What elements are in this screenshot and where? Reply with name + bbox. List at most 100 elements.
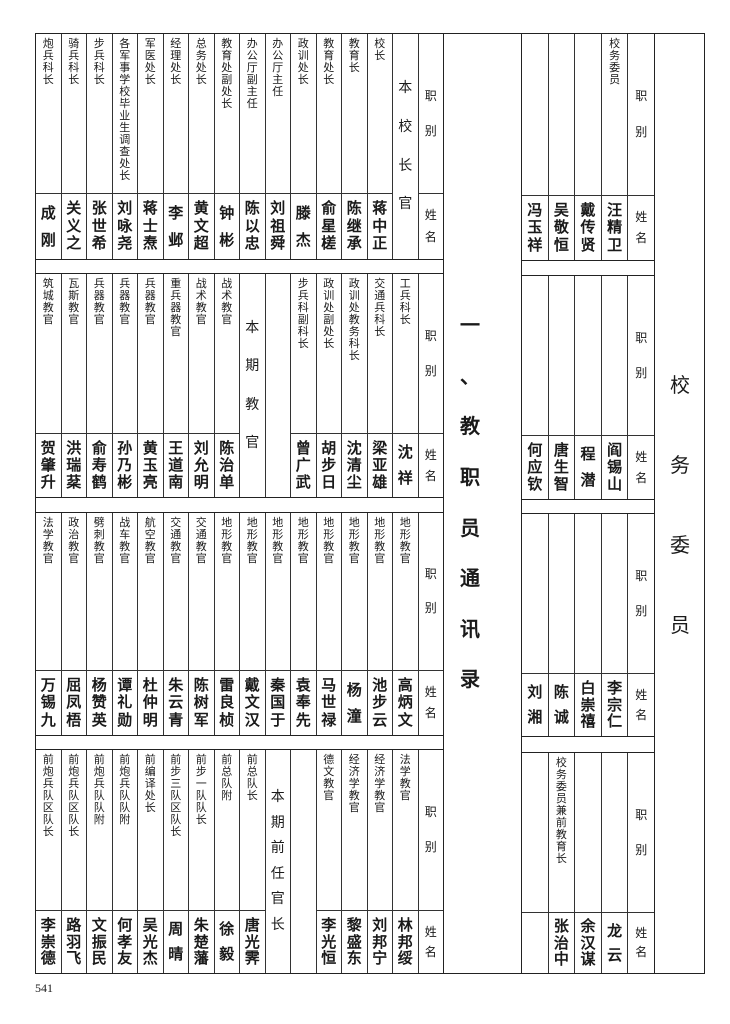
job-title: 经济学教官: [348, 753, 360, 814]
person-name: 汪精卫: [607, 201, 623, 254]
person-name: 戴传贤: [580, 201, 596, 254]
header-column: 职别 姓名: [627, 514, 654, 736]
table-row: 冯玉祥: [522, 34, 548, 260]
job-title-cell: 政训处副处长: [316, 274, 341, 434]
person-name: 吴敬恒: [553, 201, 569, 254]
job-title: 经理处长: [170, 37, 182, 86]
job-title-cell: 经济学教官: [367, 750, 392, 911]
table-block: 职别 姓名 阎锡山 程潜 唐生智 何应钦: [522, 275, 654, 500]
person-name: 雷良桢: [219, 676, 235, 729]
job-title: 法学教官: [399, 753, 411, 802]
person-name-cell: 滕杰: [291, 194, 316, 259]
group-label: 本校长官: [398, 80, 413, 213]
job-title-cell: 前炮兵队区队长: [61, 750, 86, 911]
job-title-cell: [575, 514, 601, 674]
person-name-cell: 吴光杰: [138, 911, 163, 973]
job-title-cell: [601, 753, 628, 913]
table-row: 办公厅副主任 陈以忠: [239, 34, 265, 259]
job-title-cell: 航空教官: [138, 513, 163, 671]
table-row: 程潜: [574, 276, 601, 499]
person-name: 周晴: [168, 920, 184, 963]
name-header-label: 姓名: [635, 450, 648, 485]
person-name: 谭礼勋: [117, 676, 133, 729]
job-title: 骑兵科长: [68, 37, 80, 86]
table-row: 何应钦: [522, 276, 548, 499]
job-header-cell: 职别: [628, 514, 654, 674]
job-title: 前总队长: [246, 753, 258, 802]
table-row: 劈刺教官 杨赞英: [86, 513, 112, 735]
person-name: 李崇德: [40, 916, 56, 968]
job-title-cell: [575, 276, 601, 436]
job-title: 地形教官: [399, 516, 411, 565]
person-name: 滕杰: [295, 204, 311, 249]
person-name-cell: 曾广武: [291, 434, 316, 497]
person-name-cell: 张世希: [87, 194, 112, 259]
job-title-cell: 经理处长: [163, 34, 188, 194]
person-name: 高炳文: [397, 676, 413, 729]
person-name: 陈以忠: [244, 199, 260, 253]
person-name: 俞寿鹤: [91, 439, 107, 491]
person-name: 路羽飞: [66, 916, 82, 968]
person-name: 朱楚藩: [193, 916, 209, 968]
job-title-cell: [548, 276, 575, 436]
table-row: 刘湘: [522, 514, 548, 736]
job-title: 前炮兵队区队长: [68, 753, 80, 838]
table-block: 职别 姓名 校务委员 汪精卫 戴传贤 吴敬恒 冯玉祥: [522, 33, 654, 261]
job-title: 前总队附: [221, 753, 233, 802]
person-name: 钟彬: [219, 204, 235, 249]
job-title-cell: [522, 753, 548, 913]
job-title-cell: 交通教官: [163, 513, 188, 671]
person-name-cell: 刘邦宁: [368, 911, 393, 973]
person-name: 陈诚: [553, 683, 569, 726]
job-title-cell: 经济学教官: [342, 750, 367, 911]
person-name-cell: 刘祖舜: [266, 194, 291, 259]
person-name-cell: 秦国于: [266, 671, 291, 735]
table-row: 地形教官 杨潼: [341, 513, 367, 735]
name-header-cell: 姓名: [419, 671, 444, 735]
job-title: 兵器教官: [119, 277, 131, 326]
person-name-cell: 黄文超: [189, 194, 214, 259]
job-title-cell: [601, 514, 628, 674]
job-title-cell: 步兵科长: [87, 34, 112, 194]
job-title-cell: 法学教官: [36, 513, 61, 671]
person-name-cell: 梁亚雄: [368, 434, 393, 497]
job-header-cell: 职别: [418, 750, 443, 911]
table-row: 交通教官 陈树军: [188, 513, 214, 735]
job-title: 德文教官: [323, 753, 335, 802]
person-name-cell: 白崇禧: [575, 674, 601, 736]
person-name: 关义之: [66, 199, 82, 253]
table-row: 教育长 陈继承: [341, 34, 367, 259]
table-block: 职别 姓名 李宗仁 白崇禧 陈诚 刘湘: [522, 513, 654, 737]
person-name: 戴文汉: [244, 676, 260, 729]
person-name-cell: 蒋中正: [368, 194, 393, 259]
job-title: 兵器教官: [93, 277, 105, 326]
job-title: 工兵科长: [399, 277, 411, 326]
job-title: 筑城教官: [42, 277, 54, 326]
job-title: 地形教官: [246, 516, 258, 565]
person-name-cell: 刘湘: [522, 674, 548, 736]
job-title: 交通教官: [170, 516, 182, 565]
job-title-cell: 地形教官: [265, 513, 290, 671]
person-name: 屈凤梧: [66, 676, 82, 729]
header-column: 职别 姓名: [417, 274, 443, 497]
table-row: 筑城教官 贺肇升: [36, 274, 61, 497]
table-row: 前总队附 徐毅: [213, 750, 239, 973]
table-row: 交通教官 朱云青: [162, 513, 188, 735]
person-name-cell: 王道南: [164, 434, 189, 497]
person-name: 徐毅: [219, 920, 235, 963]
table-row: 地形教官 高炳文: [392, 513, 418, 735]
table-row: 陈诚: [547, 514, 575, 736]
job-title: 交通教官: [195, 516, 207, 565]
name-header-label: 姓名: [424, 448, 437, 483]
person-name-cell: 袁奉先: [291, 671, 316, 735]
job-title: 重兵器教官: [170, 277, 182, 338]
person-name: 何应钦: [527, 441, 543, 493]
person-name: 蒋中正: [372, 199, 388, 253]
job-title: 经济学教官: [374, 753, 386, 814]
table-row: 前步三队区队长 周晴: [162, 750, 188, 973]
person-name-cell: 马世禄: [317, 671, 342, 735]
person-name-cell: 胡步日: [317, 434, 342, 497]
job-title-cell: 校务委员: [601, 34, 628, 196]
job-title-cell: 法学教官: [393, 750, 418, 911]
job-title: 办公厅副主任: [246, 37, 258, 110]
